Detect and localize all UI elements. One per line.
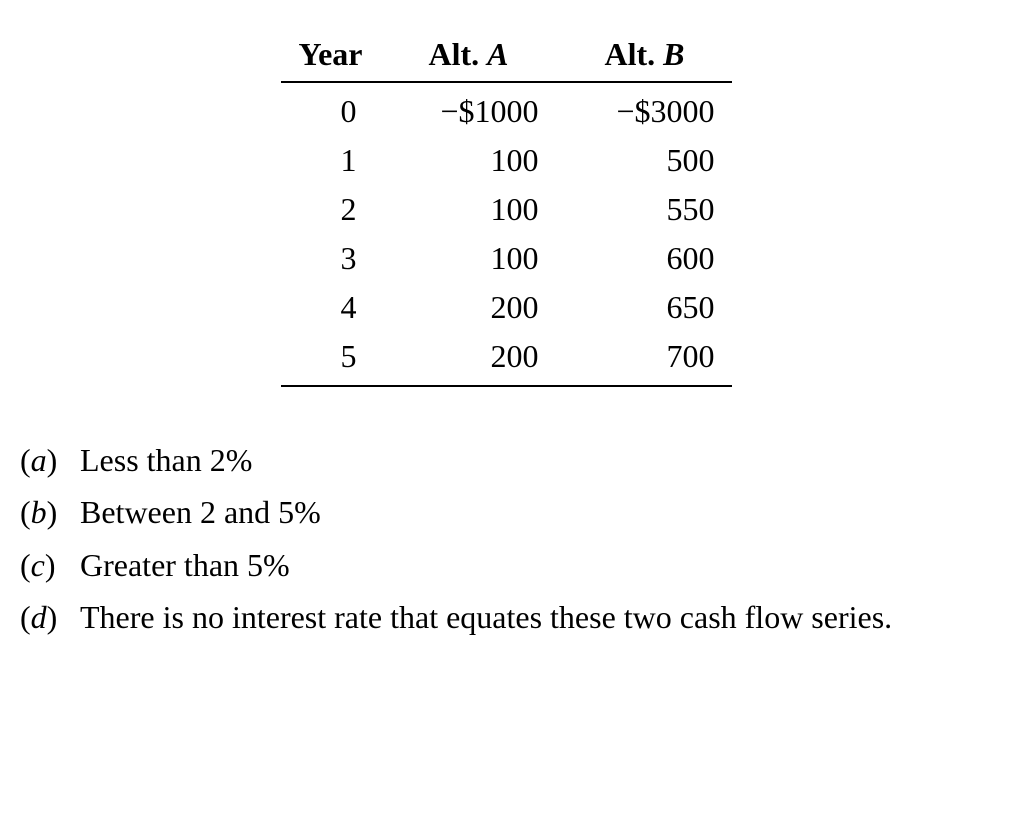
table-row: 5 200 700 xyxy=(281,332,733,386)
cell-alt-a: −$1000 xyxy=(380,82,556,136)
cell-alt-b: 650 xyxy=(556,283,732,332)
cashflow-table-wrap: Year Alt. A Alt. B 0 −$1000 −$3000 1 100… xyxy=(20,30,993,387)
cell-alt-b: 550 xyxy=(556,185,732,234)
cell-alt-a: 200 xyxy=(380,283,556,332)
table-header-row: Year Alt. A Alt. B xyxy=(281,30,733,82)
answer-option: (a) Less than 2% xyxy=(20,437,993,483)
col-header-alt-b: Alt. B xyxy=(556,30,732,82)
answer-text: There is no interest rate that equates t… xyxy=(80,594,993,640)
table-body: 0 −$1000 −$3000 1 100 500 2 100 550 3 10… xyxy=(281,82,733,386)
answer-text: Less than 2% xyxy=(80,437,993,483)
cell-year: 2 xyxy=(281,185,381,234)
cell-alt-b: 500 xyxy=(556,136,732,185)
cell-alt-b: 600 xyxy=(556,234,732,283)
cell-year: 4 xyxy=(281,283,381,332)
col-header-year: Year xyxy=(281,30,381,82)
table-row: 1 100 500 xyxy=(281,136,733,185)
table-row: 2 100 550 xyxy=(281,185,733,234)
cell-alt-b: −$3000 xyxy=(556,82,732,136)
cell-year: 1 xyxy=(281,136,381,185)
answer-label: (d) xyxy=(20,594,80,640)
answer-list: (a) Less than 2% (b) Between 2 and 5% (c… xyxy=(20,437,993,641)
cell-alt-b: 700 xyxy=(556,332,732,386)
cashflow-table: Year Alt. A Alt. B 0 −$1000 −$3000 1 100… xyxy=(281,30,733,387)
answer-text: Between 2 and 5% xyxy=(80,489,993,535)
cell-alt-a: 100 xyxy=(380,234,556,283)
answer-label: (c) xyxy=(20,542,80,588)
cell-alt-a: 100 xyxy=(380,136,556,185)
table-row: 4 200 650 xyxy=(281,283,733,332)
answer-option: (b) Between 2 and 5% xyxy=(20,489,993,535)
cell-alt-a: 200 xyxy=(380,332,556,386)
table-row: 0 −$1000 −$3000 xyxy=(281,82,733,136)
cell-year: 5 xyxy=(281,332,381,386)
col-header-alt-a: Alt. A xyxy=(380,30,556,82)
answer-text: Greater than 5% xyxy=(80,542,993,588)
table-row: 3 100 600 xyxy=(281,234,733,283)
answer-option: (d) There is no interest rate that equat… xyxy=(20,594,993,640)
cell-year: 0 xyxy=(281,82,381,136)
answer-label: (a) xyxy=(20,437,80,483)
cell-year: 3 xyxy=(281,234,381,283)
cell-alt-a: 100 xyxy=(380,185,556,234)
answer-label: (b) xyxy=(20,489,80,535)
answer-option: (c) Greater than 5% xyxy=(20,542,993,588)
